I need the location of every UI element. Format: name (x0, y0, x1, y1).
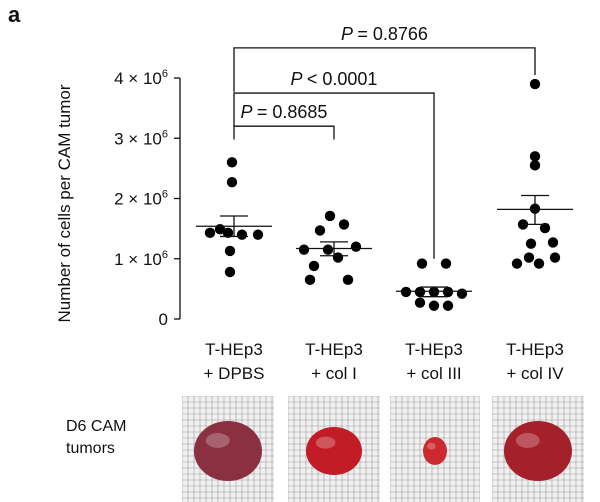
data-point (529, 151, 541, 162)
data-point (252, 229, 264, 240)
col-iv-tumor-photo (492, 396, 584, 502)
data-point (314, 225, 326, 236)
scatter-chart: 0 1 × 106 2 × 106 3 × 106 4 × 106 Number of c… (55, 24, 573, 383)
tumor-photo-drawing (182, 396, 274, 502)
data-point (350, 241, 362, 252)
category-label-line1: T-HEp3 (405, 340, 463, 359)
col-iii-tumor-photo (390, 396, 480, 502)
data-point (416, 258, 428, 269)
y-tick-label: 3 × 106 (114, 128, 168, 148)
tumor-photo-drawing (390, 396, 480, 502)
y-tick-label: 2 × 106 (114, 189, 168, 209)
category-label-line2: + col IV (506, 364, 564, 383)
data-point (547, 237, 559, 248)
category-label-line2: + col III (406, 364, 461, 383)
data-point (224, 245, 236, 257)
significance-bracket (233, 125, 335, 140)
category-label-line1: T-HEp3 (506, 340, 564, 359)
data-point (322, 244, 334, 255)
data-point (442, 300, 454, 311)
category-label-line1: T-HEp3 (305, 340, 363, 359)
col-i-tumor-photo (288, 396, 380, 502)
data-point (298, 244, 310, 255)
y-tick-label: 1 × 106 (114, 249, 168, 269)
data-point (308, 260, 320, 272)
data-point (456, 288, 468, 299)
data-point (529, 160, 541, 171)
y-tick-label: 4 × 106 (114, 68, 168, 88)
photo-panel-label: D6 CAM tumors (66, 416, 126, 460)
photo-label-line1: D6 CAM (66, 418, 127, 435)
category-label-line1: T-HEp3 (205, 340, 263, 359)
data-point (204, 227, 216, 239)
tumor-photo-drawing (288, 396, 380, 502)
tumor-photo-drawing (492, 396, 584, 502)
significance-bracket (233, 92, 435, 259)
data-point (440, 258, 452, 269)
panel-letter: a (8, 2, 21, 27)
data-point (224, 266, 236, 278)
p-value-label: P = 0.8766 (341, 24, 428, 44)
data-point (525, 238, 537, 249)
data-point (342, 274, 354, 286)
y-axis-label: Number of cells per CAM tumor (55, 84, 74, 322)
data-point (539, 222, 551, 234)
data-point (338, 219, 350, 230)
data-point (226, 157, 238, 168)
data-point (332, 252, 344, 263)
y-tick-label: 0 (159, 310, 168, 329)
p-value-label: P < 0.0001 (291, 69, 378, 89)
dpbs-tumor-photo (182, 396, 274, 502)
data-point (511, 258, 523, 269)
data-point (236, 229, 248, 240)
data-point (324, 210, 336, 222)
data-point (533, 258, 545, 269)
p-value-label: P = 0.8685 (241, 102, 328, 122)
data-point (226, 177, 238, 188)
photo-label-line2: tumors (66, 440, 115, 457)
category-label-line2: + DPBS (204, 364, 265, 383)
data-point (529, 78, 541, 90)
data-point (428, 300, 440, 311)
category-label-line2: + col I (311, 364, 357, 383)
significance-bracket (233, 47, 536, 92)
data-point (222, 227, 234, 239)
data-point (414, 297, 426, 308)
data-point (304, 274, 316, 286)
data-point (549, 252, 561, 263)
data-point (523, 252, 535, 263)
